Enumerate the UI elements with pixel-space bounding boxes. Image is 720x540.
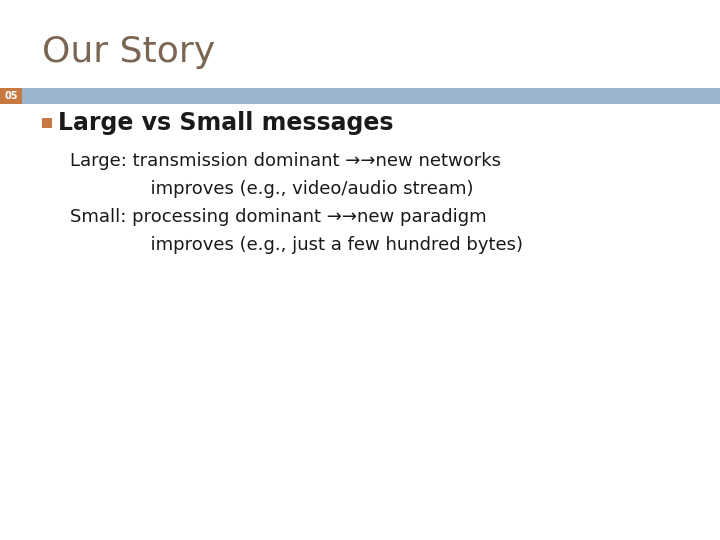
- Bar: [0, 88, 22, 104]
- Bar: [0, 88, 720, 104]
- Text: 05: 05: [4, 91, 18, 101]
- Text: improves (e.g., video/audio stream): improves (e.g., video/audio stream): [70, 180, 474, 198]
- Text: Large vs Small messages: Large vs Small messages: [58, 111, 394, 135]
- Text: Large: transmission dominant →→new networks: Large: transmission dominant →→new netwo…: [70, 152, 501, 170]
- Bar: [42, 118, 52, 128]
- Text: improves (e.g., just a few hundred bytes): improves (e.g., just a few hundred bytes…: [70, 236, 523, 254]
- Text: Our Story: Our Story: [42, 35, 215, 69]
- Text: Small: processing dominant →→new paradigm: Small: processing dominant →→new paradig…: [70, 208, 487, 226]
